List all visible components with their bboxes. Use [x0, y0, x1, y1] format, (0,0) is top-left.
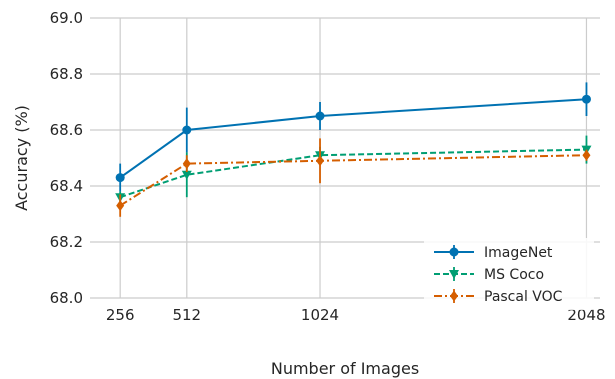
- legend-label: Pascal VOC: [484, 289, 563, 305]
- legend-item: MS Coco: [434, 267, 544, 283]
- legend-label: ImageNet: [484, 245, 553, 261]
- series-imagenet: [115, 82, 591, 192]
- legend-item: Pascal VOC: [434, 289, 563, 305]
- data-point: [181, 170, 192, 180]
- data-point: [182, 125, 192, 135]
- x-tick-labels: 256 512 1024 2048: [106, 306, 606, 324]
- y-tick-label: 68.4: [50, 177, 83, 195]
- x-tick-label: 1024: [301, 306, 339, 324]
- data-point: [182, 158, 191, 170]
- legend-marker: [449, 270, 459, 279]
- data-point: [316, 155, 325, 167]
- x-tick-label: 256: [106, 306, 135, 324]
- data-point: [116, 200, 125, 212]
- legend-item: ImageNet: [434, 245, 553, 261]
- x-tick-label: 2048: [567, 306, 605, 324]
- series-pascal-voc: [116, 138, 591, 217]
- y-tick-label: 68.8: [50, 65, 83, 83]
- series-line: [119, 154, 587, 207]
- legend-label: MS Coco: [484, 267, 544, 283]
- y-tick-label: 68.0: [50, 289, 83, 307]
- data-point: [115, 173, 125, 183]
- y-tick-label: 68.6: [50, 121, 83, 139]
- legend-marker: [449, 247, 459, 257]
- x-tick-label: 512: [172, 306, 201, 324]
- data-point: [582, 149, 591, 161]
- series-line: [119, 148, 587, 199]
- series-line: [119, 98, 587, 179]
- y-axis-label: Accuracy (%): [12, 105, 31, 211]
- series-group: [115, 82, 592, 217]
- data-point: [315, 111, 325, 121]
- x-axis-label: Number of Images: [271, 359, 419, 378]
- y-tick-labels: 68.0 68.2 68.4 68.6 68.8 69.0: [50, 9, 83, 307]
- data-point: [581, 94, 591, 104]
- y-tick-label: 68.2: [50, 233, 83, 251]
- legend-marker: [450, 290, 458, 302]
- y-tick-label: 69.0: [50, 9, 83, 27]
- legend: ImageNet MS Coco Pascal VOC: [424, 238, 594, 310]
